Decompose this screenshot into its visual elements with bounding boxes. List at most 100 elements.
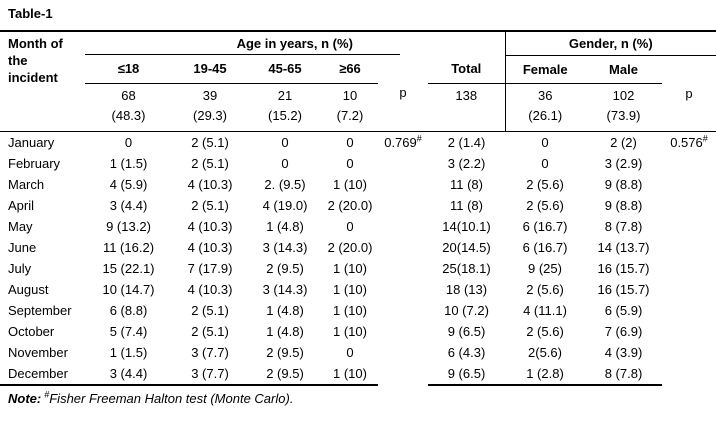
header-age-group: Age in years, n (%) <box>85 30 505 55</box>
cell: 9 (13.2) <box>106 218 151 234</box>
cell: 3 (2.2) <box>447 155 486 171</box>
age-group-underline <box>85 54 400 55</box>
header-gender-group: Gender, n (%) <box>504 30 716 56</box>
month-cell: November <box>8 344 68 360</box>
cell: 6 (5.9) <box>604 302 643 318</box>
table-row: October 5 (7.4) 2 (5.1) 1 (4.8) 1 (10) 9… <box>0 321 716 342</box>
table-body: January 0 2 (5.1) 0 0 0.769# 2 (1.4) 0 2… <box>0 131 716 386</box>
cell: 20(14.5) <box>442 239 491 255</box>
header-total: Total <box>428 55 505 84</box>
cell: 1 (10) <box>322 362 378 386</box>
cell: 4 (10.3) <box>187 176 233 192</box>
cell: 2 (9.5) <box>248 362 322 386</box>
cell: 16 (15.7) <box>597 281 650 297</box>
month-cell: March <box>8 176 45 192</box>
cell: 2 (5.1) <box>191 155 229 171</box>
cell: 15 (22.1) <box>102 260 155 276</box>
header-p-gender: p <box>662 55 716 132</box>
cell: 0 <box>281 155 289 171</box>
cell: 7 (6.9) <box>604 323 643 339</box>
p-value-age: 0.769# <box>378 131 428 385</box>
p-value-age-number: 0.769 <box>384 134 417 150</box>
cell: 6 (16.7) <box>522 218 568 234</box>
cell: 2 (5.1) <box>191 323 229 339</box>
cell: 2 (5.1) <box>191 302 229 318</box>
cell: 3 (7.7) <box>172 362 248 386</box>
table-row: January 0 2 (5.1) 0 0 0.769# 2 (1.4) 0 2… <box>0 131 716 153</box>
cell: 3 (14.3) <box>262 239 308 255</box>
cell: 4 (10.3) <box>187 239 233 255</box>
coltotal-age-19-45: 39 (29.3) <box>172 83 248 132</box>
cell: 4 (19.0) <box>262 197 308 213</box>
header-month: Month of the incident <box>0 30 85 132</box>
cell: 8 (7.8) <box>604 218 643 234</box>
p-value-gender-number: 0.576 <box>670 134 703 150</box>
coltotal-female: 36 (26.1) <box>504 83 585 132</box>
cell: 0 <box>346 344 354 360</box>
cell: 2. (9.5) <box>264 176 306 192</box>
cell: 8 (7.8) <box>585 362 662 386</box>
cell: 2 (5.1) <box>191 197 229 213</box>
month-cell: December <box>0 362 85 386</box>
cell: 1 (10) <box>333 176 367 192</box>
cell: 0 <box>541 134 549 150</box>
cell: 9 (8.8) <box>604 197 643 213</box>
table-row: July 15 (22.1) 7 (17.9) 2 (9.5) 1 (10) 2… <box>0 258 716 279</box>
table-row: August 10 (14.7) 4 (10.3) 3 (14.3) 1 (10… <box>0 279 716 300</box>
cell: 1 (4.8) <box>266 302 304 318</box>
table-note: Note: #Fisher Freeman Halton test (Monte … <box>0 386 716 406</box>
cell: 11 (8) <box>450 197 483 213</box>
cell: 0 <box>346 218 354 234</box>
header-row-columns: ≤18 19-45 45-65 ≥66 p Total Female Male … <box>0 55 716 132</box>
note-text: Fisher Freeman Halton test (Monte Carlo)… <box>49 390 294 406</box>
cell: 2 (9.5) <box>266 344 304 360</box>
cell: 1 (4.8) <box>266 323 304 339</box>
note-marker: # <box>44 389 50 400</box>
cell: 1 (10) <box>333 323 367 339</box>
cell: 1 (1.5) <box>109 155 148 171</box>
table-row: March 4 (5.9) 4 (10.3) 2. (9.5) 1 (10) 1… <box>0 174 716 195</box>
month-cell: September <box>8 302 72 318</box>
cell: 1 (4.8) <box>266 218 304 234</box>
cell: 7 (17.9) <box>187 260 233 276</box>
cell: 2 (20.0) <box>327 197 373 213</box>
table-row: June 11 (16.2) 4 (10.3) 3 (14.3) 2 (20.0… <box>0 237 716 258</box>
cell: 4 (10.3) <box>187 281 233 297</box>
cell: 4 (11.1) <box>523 302 567 318</box>
cell: 9 (8.8) <box>604 176 643 192</box>
coltotal-total: 138 <box>428 83 505 132</box>
month-cell: July <box>8 260 32 276</box>
cell: 0 <box>541 155 549 171</box>
table-row: November 1 (1.5) 3 (7.7) 2 (9.5) 0 6 (4.… <box>0 342 716 363</box>
table-row: May 9 (13.2) 4 (10.3) 1 (4.8) 0 14(10.1)… <box>0 216 716 237</box>
coltotal-age-le18: 68 (48.3) <box>85 83 172 132</box>
cell: 1 (10) <box>333 302 367 318</box>
header-age-group-label: Age in years, n (%) <box>236 36 353 51</box>
cell: 4 (10.3) <box>187 218 233 234</box>
cell: 2 (5.6) <box>526 323 564 339</box>
cell: 9 (6.5) <box>428 362 505 386</box>
cell: 1 (10) <box>333 281 367 297</box>
cell: 2 (9.5) <box>266 260 304 276</box>
p-value-gender: 0.576# <box>662 131 716 385</box>
cell: 2 (5.6) <box>526 281 564 297</box>
cell: 0 <box>124 134 133 150</box>
cell: 2 (20.0) <box>327 239 373 255</box>
cell: 1 (2.8) <box>505 362 585 386</box>
month-cell: May <box>8 218 33 234</box>
table-header: Month of the incident Age in years, n (%… <box>0 30 716 132</box>
note-label: Note: <box>8 390 42 406</box>
cell: 3 (2.9) <box>604 155 643 171</box>
table-row: February 1 (1.5) 2 (5.1) 0 0 3 (2.2) 0 3… <box>0 153 716 174</box>
month-cell: August <box>8 281 49 297</box>
cell: 2 (5.1) <box>191 134 229 150</box>
header-age-le18: ≤18 <box>85 55 172 84</box>
month-cell: January <box>8 134 55 150</box>
cell: 9 (25) <box>528 260 562 276</box>
cell: 9 (6.5) <box>447 323 486 339</box>
header-age-45-65: 45-65 <box>248 55 322 84</box>
table-row: September 6 (8.8) 2 (5.1) 1 (4.8) 1 (10)… <box>0 300 716 321</box>
header-row-totals: 68 (48.3) 39 (29.3) 21 (15.2) 10 (7.2) 1… <box>0 83 716 132</box>
header-age-19-45: 19-45 <box>172 55 248 84</box>
month-cell: June <box>8 239 37 255</box>
